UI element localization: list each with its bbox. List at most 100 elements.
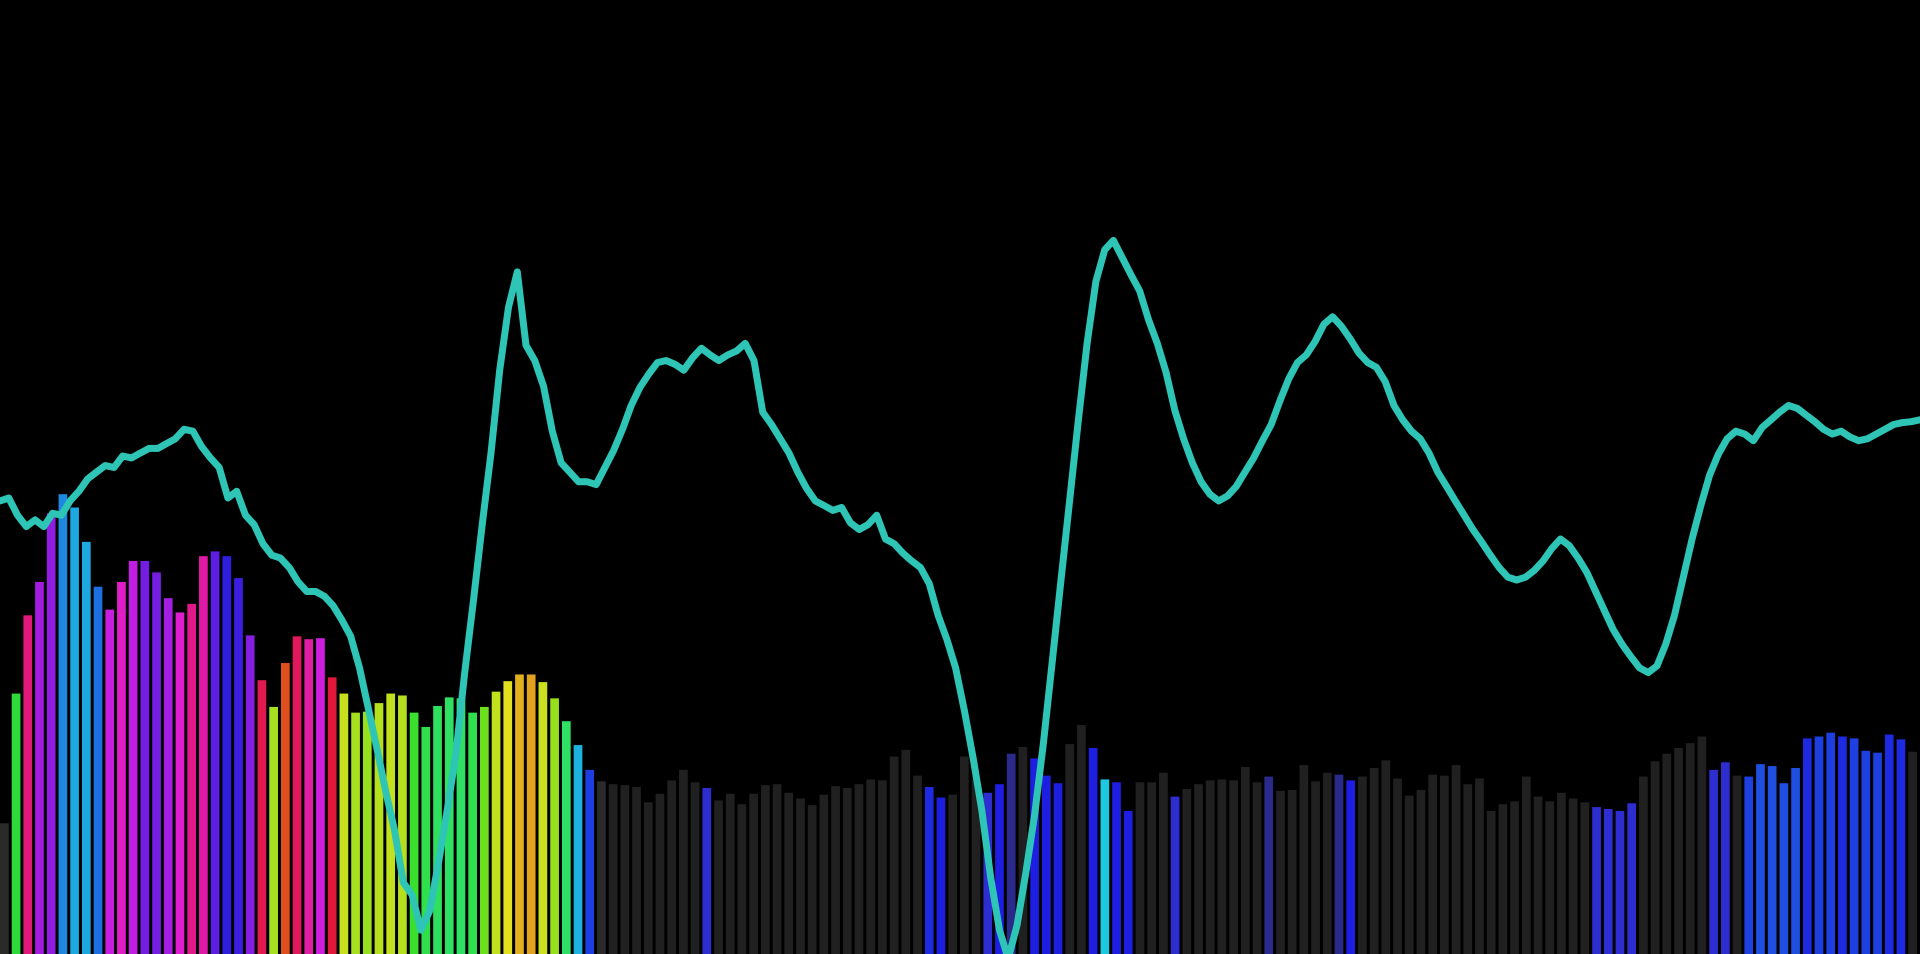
spectrum-bar bbox=[1780, 783, 1789, 954]
spectrum-bar bbox=[503, 681, 512, 954]
spectrum-bar bbox=[1569, 799, 1578, 954]
spectrum-bar bbox=[550, 698, 559, 954]
spectrum-bar bbox=[1417, 790, 1426, 954]
spectrum-bar bbox=[1218, 779, 1227, 954]
spectrum-bar bbox=[667, 780, 676, 954]
spectrum-bar bbox=[1651, 761, 1660, 954]
spectrum-bar bbox=[1393, 778, 1402, 954]
spectrum-bar bbox=[1861, 751, 1870, 954]
spectrum-bar bbox=[1241, 767, 1250, 954]
spectrum-bar bbox=[1054, 783, 1063, 954]
spectrum-bar bbox=[12, 694, 21, 954]
spectrum-bar bbox=[70, 508, 79, 954]
spectrum-bar bbox=[1463, 784, 1472, 954]
spectrum-bar bbox=[527, 674, 536, 954]
spectrum-bar bbox=[1288, 790, 1297, 954]
spectrum-bar bbox=[1545, 801, 1554, 954]
spectrum-bar bbox=[1791, 768, 1800, 954]
spectrum-bar bbox=[0, 823, 9, 954]
spectrum-bar bbox=[1276, 791, 1285, 954]
spectrum-bar bbox=[222, 556, 231, 954]
spectrum-bar bbox=[105, 610, 114, 954]
spectrum-bar bbox=[1136, 782, 1145, 954]
spectrum-bar bbox=[761, 785, 770, 954]
spectrum-bar bbox=[1733, 776, 1742, 954]
spectrum-bar bbox=[1604, 809, 1613, 954]
spectrum-bar bbox=[1253, 782, 1262, 954]
spectrum-bar bbox=[211, 551, 220, 954]
spectrum-bar bbox=[1112, 782, 1121, 954]
spectrum-bar bbox=[129, 561, 138, 954]
spectrum-bar bbox=[1124, 811, 1133, 954]
spectrum-bar bbox=[234, 578, 243, 954]
spectrum-bar bbox=[1592, 807, 1601, 954]
spectrum-bar bbox=[937, 798, 946, 954]
spectrum-bar bbox=[738, 804, 747, 954]
spectrum-bar bbox=[1171, 797, 1180, 954]
spectrum-bar bbox=[585, 770, 594, 954]
spectrum-bar bbox=[281, 663, 290, 954]
spectrum-bar bbox=[1850, 738, 1859, 954]
spectrum-bar bbox=[94, 587, 103, 954]
spectrum-bar bbox=[82, 542, 91, 954]
spectrum-bar bbox=[1662, 754, 1671, 954]
spectrum-bar bbox=[1744, 777, 1753, 954]
spectrum-bar bbox=[960, 757, 969, 954]
spectrum-bar bbox=[1147, 782, 1156, 954]
spectrum-bar bbox=[258, 680, 267, 954]
spectrum-bar bbox=[1873, 753, 1882, 954]
spectrum-bar bbox=[23, 615, 32, 954]
spectrum-bar bbox=[679, 770, 688, 954]
spectrum-bar bbox=[644, 802, 653, 954]
spectrum-bar bbox=[1826, 733, 1835, 954]
spectrum-bar bbox=[726, 794, 735, 954]
spectrum-bar bbox=[1405, 796, 1414, 954]
spectrum-bar bbox=[843, 788, 852, 954]
spectrum-bar bbox=[632, 787, 641, 954]
spectrum-bar bbox=[925, 787, 934, 954]
spectrum-bar bbox=[831, 786, 840, 954]
spectrum-bar bbox=[1381, 760, 1390, 954]
spectrum-bar bbox=[35, 582, 44, 954]
spectrum-bar bbox=[1335, 775, 1344, 954]
spectrum-bar bbox=[480, 707, 489, 954]
spectrum-bar bbox=[246, 635, 255, 954]
spectrum-bar bbox=[866, 779, 875, 954]
spectrum-bar bbox=[1452, 765, 1461, 954]
spectrum-bar bbox=[117, 582, 126, 954]
spectrum-bar bbox=[656, 794, 665, 954]
spectrum-bar bbox=[1499, 804, 1508, 954]
spectrum-bar bbox=[1698, 736, 1707, 954]
spectrum-bar bbox=[1627, 803, 1636, 954]
spectrum-bar bbox=[468, 713, 477, 954]
spectrum-bar bbox=[1908, 752, 1917, 954]
spectrum-bar bbox=[328, 677, 337, 954]
spectrum-bar bbox=[890, 757, 899, 954]
spectrum-bar bbox=[340, 694, 349, 954]
spectrum-bar bbox=[820, 795, 829, 954]
spectrum-bar bbox=[773, 784, 782, 954]
spectrum-bar bbox=[1323, 773, 1332, 954]
spectrum-bar bbox=[539, 682, 548, 954]
spectrum-bar bbox=[187, 604, 196, 954]
spectrum-bar bbox=[1616, 811, 1625, 954]
spectrum-bar bbox=[1100, 779, 1109, 954]
spectrum-bar bbox=[1358, 777, 1367, 954]
spectrum-bar bbox=[164, 598, 173, 954]
spectrum-bar bbox=[878, 780, 887, 954]
spectrum-bar bbox=[796, 799, 805, 954]
spectrum-bar bbox=[1768, 766, 1777, 954]
spectrum-bar bbox=[1042, 776, 1051, 954]
spectrum-bar bbox=[855, 784, 864, 954]
spectrum-bar bbox=[351, 713, 360, 954]
spectrum-bar bbox=[1686, 743, 1695, 954]
spectrum-bar bbox=[1580, 802, 1589, 954]
spectrum-bar bbox=[140, 561, 149, 954]
spectrum-bar bbox=[1370, 768, 1379, 954]
spectrum-bar bbox=[152, 572, 161, 954]
spectrum-bar bbox=[808, 805, 817, 954]
spectrum-bar bbox=[574, 745, 583, 954]
spectrum-bar bbox=[1815, 736, 1824, 954]
